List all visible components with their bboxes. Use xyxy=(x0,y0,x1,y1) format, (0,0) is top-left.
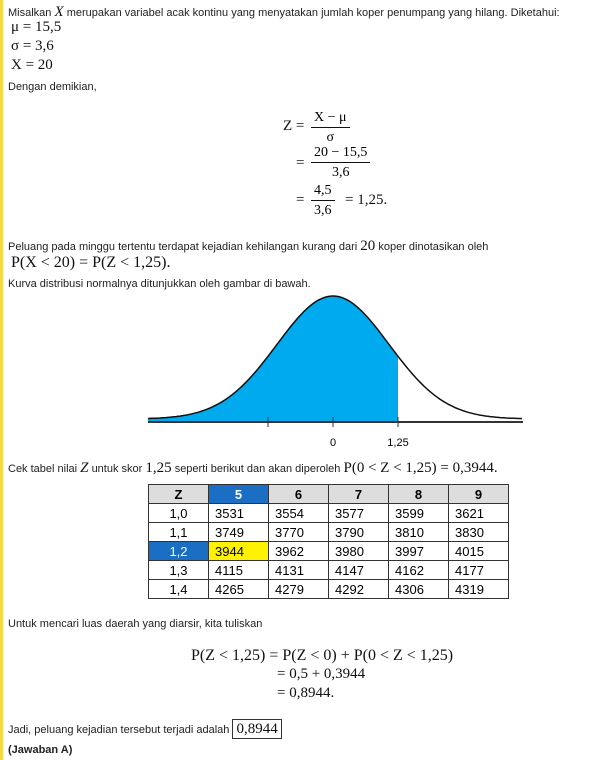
shaded-area xyxy=(148,296,398,422)
table-cell: Z xyxy=(148,484,209,504)
table-cell: 1,1 xyxy=(148,522,209,542)
numerator: 4,5 xyxy=(311,181,335,201)
fraction: X − μ σ xyxy=(311,108,350,147)
table-cell: 4306 xyxy=(388,579,449,599)
table-cell: 3830 xyxy=(448,522,509,542)
math: = xyxy=(296,192,305,208)
text: seperti berikut dan akan diperoleh xyxy=(174,463,341,475)
table-row: 1,4 4265 4279 4292 4306 4319 xyxy=(148,579,509,599)
table-cell: 6 xyxy=(268,484,329,504)
math: 1,25 xyxy=(145,460,172,476)
axis-label: 1,25 xyxy=(387,437,408,449)
table-cell: 3944 xyxy=(208,541,269,561)
table-cell: 1,0 xyxy=(148,503,209,523)
math: = xyxy=(296,155,305,171)
text: Jadi, peluang kejadian tersebut terjadi … xyxy=(8,724,230,736)
table-cell: 3810 xyxy=(388,522,449,542)
table-cell: 7 xyxy=(328,484,389,504)
prob-text: Peluang pada minggu tertentu terdapat ke… xyxy=(8,238,488,255)
math: = 0,8944. xyxy=(277,685,335,701)
given: σ = 3,6 xyxy=(11,38,54,54)
table-cell: 3577 xyxy=(328,503,389,523)
denominator: σ xyxy=(326,130,335,145)
given: X = 20 xyxy=(11,57,53,73)
answer-box: 0,8944 xyxy=(232,719,282,739)
denominator: 3,6 xyxy=(331,165,350,180)
table-cell: 5 xyxy=(208,484,269,504)
z-table: Z 5 6 7 8 9 1,0 3531 3554 3577 3599 3621 1,1 3749 3770… xyxy=(148,484,509,599)
text: Dengan demikian, xyxy=(8,81,97,93)
table-row: 1,3 4115 4131 4147 4162 4177 xyxy=(148,560,509,580)
table-cell: 4131 xyxy=(268,560,329,580)
math: P(X < 20) = P(Z < 1,25). xyxy=(11,254,171,271)
table-cell: 9 xyxy=(448,484,509,504)
table-cell: 4147 xyxy=(328,560,389,580)
given: μ = 15,5 xyxy=(11,19,62,35)
text: Untuk mencari luas daerah yang diarsir, … xyxy=(8,618,263,630)
fraction: 4,5 3,6 xyxy=(311,181,335,220)
math: X xyxy=(54,4,64,20)
table-cell: 3621 xyxy=(448,503,509,523)
table-cell: 4279 xyxy=(268,579,329,599)
table-cell: 3962 xyxy=(268,541,329,561)
table-cell: 4177 xyxy=(448,560,509,580)
table-cell: 4162 xyxy=(388,560,449,580)
math: = 0,5 + 0,3944 xyxy=(277,666,366,682)
text: Peluang pada minggu tertentu terdapat ke… xyxy=(8,241,358,253)
math: P(0 < Z < 1,25) = 0,3944. xyxy=(343,460,498,476)
table-cell: 3790 xyxy=(328,522,389,542)
table-text: Cek tabel nilai Z untuk skor 1,25 sepert… xyxy=(8,460,498,477)
curve xyxy=(147,295,523,420)
table-cell: 4265 xyxy=(208,579,269,599)
table-row: 1,2 3944 3962 3980 3997 4015 xyxy=(148,541,509,561)
text: Misalkan xyxy=(8,7,52,19)
math: = 1,25. xyxy=(345,192,388,208)
table-cell: 8 xyxy=(388,484,449,504)
fraction: 20 − 15,5 3,6 xyxy=(311,143,371,182)
table-cell: 4015 xyxy=(448,541,509,561)
numerator: X − μ xyxy=(311,108,350,128)
math: 20 xyxy=(360,238,376,254)
numerator: 20 − 15,5 xyxy=(311,143,371,163)
table-cell: 1,4 xyxy=(148,579,209,599)
text: merupakan variabel acak kontinu yang men… xyxy=(66,7,560,19)
table-cell: 3997 xyxy=(388,541,449,561)
intro: Misalkan X merupakan variabel acak konti… xyxy=(8,4,560,21)
table-cell: 4319 xyxy=(448,579,509,599)
table-cell: 3749 xyxy=(208,522,269,542)
normal-curve: 0 1,25 xyxy=(147,295,523,449)
math: Z xyxy=(80,460,89,476)
table-cell: 4292 xyxy=(328,579,389,599)
table-cell: 3554 xyxy=(268,503,329,523)
text: untuk skor xyxy=(91,463,143,475)
math: Z = xyxy=(283,118,305,134)
text: Cek tabel nilai xyxy=(8,463,78,475)
table-cell: 3599 xyxy=(388,503,449,523)
table-cell: 4115 xyxy=(208,560,269,580)
denominator: 3,6 xyxy=(314,203,332,218)
text: (Jawaban A) xyxy=(8,744,73,756)
text: koper dinotasikan oleh xyxy=(378,241,489,253)
table-row: 1,0 3531 3554 3577 3599 3621 xyxy=(148,503,509,523)
axis-label: 0 xyxy=(330,437,336,449)
conclusion: Jadi, peluang kejadian tersebut terjadi … xyxy=(8,719,282,739)
table-cell: 3980 xyxy=(328,541,389,561)
table-cell: 1,3 xyxy=(148,560,209,580)
math: P(Z < 1,25) = P(Z < 0) + P(0 < Z < 1,25) xyxy=(191,647,454,664)
table-cell: 3770 xyxy=(268,522,329,542)
text: Kurva distribusi normalnya ditunjukkan o… xyxy=(8,278,311,290)
table-row: 1,1 3749 3770 3790 3810 3830 xyxy=(148,522,509,542)
table-cell: 3531 xyxy=(208,503,269,523)
table-cell: 1,2 xyxy=(148,541,209,561)
